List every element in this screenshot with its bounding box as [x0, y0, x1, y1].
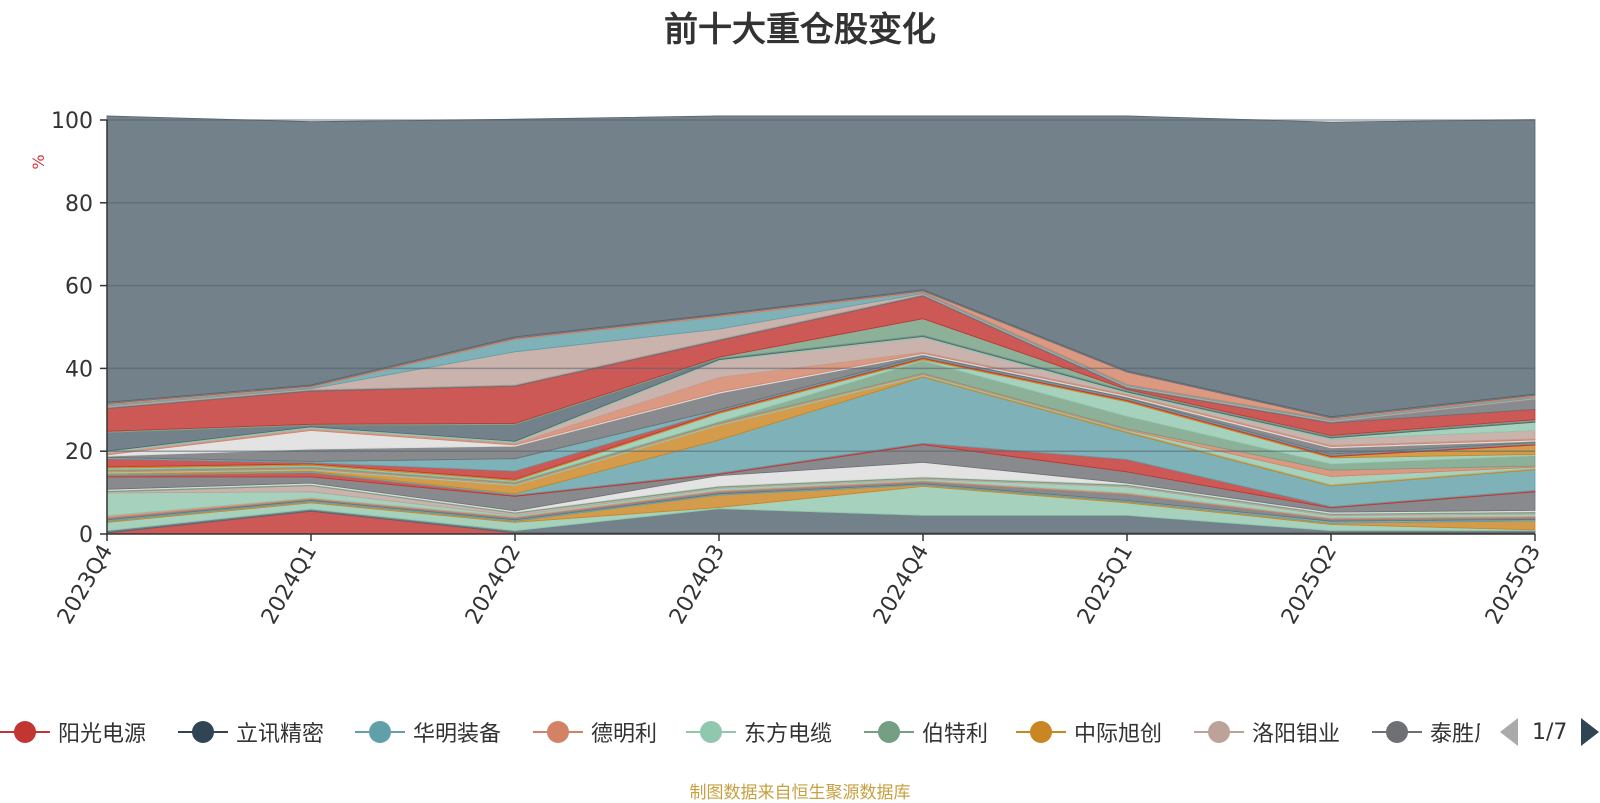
legend-label: 中际旭创	[1074, 722, 1163, 747]
legend-item[interactable]: 洛阳钼业	[1194, 712, 1340, 752]
legend-item[interactable]: 华明装备	[355, 712, 501, 752]
legend-marker-icon	[355, 712, 405, 752]
legend-item[interactable]: 中际旭创	[1016, 712, 1162, 752]
y-tick-label: 20	[65, 440, 93, 465]
y-tick-label: 0	[79, 523, 93, 548]
area-layer	[106, 115, 1536, 535]
legend-label: 华明装备	[413, 722, 502, 747]
y-tick-label: 60	[65, 275, 93, 300]
legend-marker-icon	[0, 712, 50, 752]
legend-marker-icon	[533, 712, 583, 752]
legend-label: 伯特利	[922, 722, 989, 747]
x-tick-label: 2024Q1	[257, 541, 322, 629]
legend-label: 泰胜风能	[1430, 722, 1480, 747]
legend-marker-icon	[1372, 712, 1422, 752]
x-tick-label: 2025Q3	[1481, 541, 1546, 629]
area-series-36	[106, 115, 1536, 418]
y-tick-label: 40	[65, 357, 93, 382]
x-tick-label: 2025Q2	[1277, 541, 1342, 629]
x-tick-label: 2025Q1	[1073, 541, 1138, 629]
chart-title: 前十大重仓股变化	[664, 10, 936, 50]
legend-label: 东方电缆	[744, 722, 833, 747]
legend-item[interactable]: 德明利	[533, 712, 657, 752]
legend-items-clip: 阳光电源 立讯精密 华明装备 德明利 东方电缆 伯特利 中际旭创 洛阳钼业 泰胜风能	[0, 712, 1480, 752]
y-axis-label: %	[29, 154, 48, 169]
legend-next-arrow-icon[interactable]	[1581, 718, 1600, 746]
legend-prev-arrow-icon[interactable]	[1500, 718, 1518, 746]
x-tick-label: 2024Q4	[869, 541, 934, 629]
legend-label: 洛阳钼业	[1252, 722, 1341, 747]
legend-marker-icon	[686, 712, 736, 752]
x-tick-label: 2023Q4	[53, 541, 118, 629]
y-tick-label: 80	[65, 192, 93, 217]
legend-label: 立讯精密	[236, 722, 325, 747]
y-tick-label: 100	[51, 109, 93, 134]
legend: 阳光电源 立讯精密 华明装备 德明利 东方电缆 伯特利 中际旭创 洛阳钼业 泰胜风能 1/7	[0, 712, 1600, 752]
legend-page-indicator: 1/7	[1532, 719, 1568, 745]
x-tick-label: 2024Q3	[665, 541, 730, 629]
legend-marker-icon	[1016, 712, 1066, 752]
source-note: 制图数据来自恒生聚源数据库	[689, 783, 911, 803]
legend-item[interactable]: 泰胜风能	[1372, 712, 1480, 752]
legend-item[interactable]: 伯特利	[864, 712, 988, 752]
legend-marker-icon	[1194, 712, 1244, 752]
legend-item[interactable]: 东方电缆	[686, 712, 832, 752]
legend-marker-icon	[864, 712, 914, 752]
legend-pager: 1/7	[1500, 712, 1600, 752]
legend-label: 德明利	[591, 722, 658, 747]
stacked-area-chart: 0 20 40 60 80 100 2023Q4 2024Q1 2024Q2 2024Q3 2024…	[29, 109, 1546, 629]
legend-item[interactable]: 立讯精密	[178, 712, 324, 752]
legend-label: 阳光电源	[58, 722, 147, 747]
legend-item[interactable]: 阳光电源	[0, 712, 146, 752]
x-tick-label: 2024Q2	[461, 541, 526, 629]
legend-marker-icon	[178, 712, 228, 752]
grid-layer	[107, 119, 1535, 452]
